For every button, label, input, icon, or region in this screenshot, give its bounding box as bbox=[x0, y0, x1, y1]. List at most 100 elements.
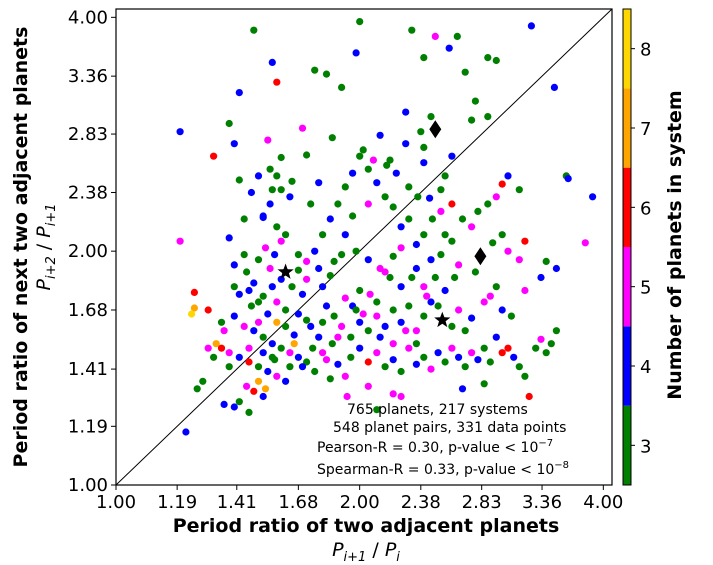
data-point bbox=[259, 292, 267, 300]
data-point bbox=[334, 200, 342, 208]
x-tick-label: 1.41 bbox=[217, 492, 257, 513]
data-point bbox=[250, 279, 258, 287]
data-point bbox=[451, 273, 459, 282]
data-point bbox=[581, 239, 589, 247]
x-tick-label: 2.00 bbox=[340, 492, 380, 513]
data-point bbox=[235, 398, 243, 406]
data-point bbox=[458, 215, 467, 223]
data-point bbox=[294, 310, 302, 318]
data-point bbox=[176, 128, 184, 136]
data-point bbox=[474, 356, 482, 364]
data-point bbox=[434, 349, 442, 357]
data-point bbox=[552, 264, 561, 273]
special-markers-layer bbox=[277, 120, 487, 328]
data-point bbox=[254, 318, 263, 326]
data-point bbox=[373, 406, 381, 414]
annotation-planets: 765 planets, 217 systems bbox=[347, 402, 528, 418]
data-point bbox=[277, 237, 285, 245]
data-point bbox=[364, 256, 372, 264]
star-marker bbox=[434, 311, 451, 328]
data-point bbox=[193, 385, 201, 393]
data-point bbox=[341, 372, 349, 380]
data-point bbox=[326, 375, 334, 383]
data-point bbox=[434, 302, 442, 310]
data-point bbox=[347, 333, 355, 341]
data-point bbox=[484, 200, 492, 208]
data-point bbox=[542, 349, 550, 357]
data-point bbox=[298, 363, 307, 371]
data-point bbox=[230, 261, 238, 269]
colorbar: 3 4 5 6 7 8 bbox=[622, 8, 651, 486]
data-point bbox=[282, 322, 290, 330]
data-point bbox=[412, 340, 420, 348]
data-point bbox=[341, 294, 349, 302]
data-point bbox=[235, 353, 243, 361]
data-point bbox=[427, 365, 435, 373]
data-point bbox=[176, 237, 184, 245]
data-point bbox=[468, 314, 476, 322]
annotation-spearman-text: Spearman-R = 0.33, p-value < 10 bbox=[317, 462, 554, 478]
data-point bbox=[288, 283, 296, 291]
data-point bbox=[373, 298, 381, 306]
data-point bbox=[309, 344, 317, 352]
data-point bbox=[397, 392, 405, 401]
data-point bbox=[397, 283, 405, 291]
data-point bbox=[319, 283, 327, 291]
data-point bbox=[273, 172, 281, 180]
data-point bbox=[210, 353, 218, 361]
data-point bbox=[386, 273, 394, 282]
data-point bbox=[527, 22, 536, 30]
data-point bbox=[268, 353, 276, 361]
data-point bbox=[412, 264, 420, 273]
data-point bbox=[356, 344, 364, 352]
data-point bbox=[521, 286, 529, 295]
data-point bbox=[294, 251, 302, 259]
data-point bbox=[414, 193, 422, 201]
data-point bbox=[420, 143, 428, 151]
data-point bbox=[427, 298, 435, 306]
data-point bbox=[277, 153, 285, 162]
data-point bbox=[389, 252, 397, 260]
data-point bbox=[461, 327, 469, 335]
data-point bbox=[326, 215, 334, 223]
x-tick-label: 2.83 bbox=[462, 492, 502, 513]
colorbar-tick-label: 8 bbox=[640, 40, 651, 61]
data-point bbox=[277, 344, 285, 352]
data-point bbox=[245, 344, 253, 352]
data-point bbox=[282, 231, 290, 239]
data-point bbox=[303, 151, 311, 159]
data-point bbox=[448, 152, 456, 160]
data-point bbox=[504, 172, 512, 180]
y-tick-label: 2.00 bbox=[68, 241, 108, 262]
data-point bbox=[437, 207, 445, 215]
data-point bbox=[259, 392, 267, 401]
data-point bbox=[334, 333, 342, 341]
data-point bbox=[431, 273, 439, 282]
data-point bbox=[428, 215, 436, 223]
x-math-base2: P bbox=[385, 539, 397, 561]
colorbar-segment bbox=[623, 167, 631, 247]
data-point bbox=[190, 288, 198, 296]
data-point bbox=[455, 353, 463, 361]
y-math-sub2: i+1 bbox=[44, 204, 59, 227]
data-point bbox=[266, 264, 274, 273]
data-point bbox=[303, 275, 311, 283]
data-point bbox=[364, 382, 372, 390]
data-point bbox=[402, 140, 410, 148]
colorbar-label: Number of planets in system bbox=[664, 90, 686, 399]
data-point bbox=[266, 200, 274, 208]
data-point bbox=[217, 318, 226, 326]
x-tick-label: 1.00 bbox=[96, 492, 136, 513]
data-point bbox=[480, 344, 488, 352]
colorbar-tick-label: 6 bbox=[640, 198, 651, 219]
data-point bbox=[455, 306, 463, 314]
diamond-marker bbox=[474, 247, 487, 266]
data-point bbox=[319, 231, 327, 239]
y-tick-label: 1.68 bbox=[68, 300, 108, 321]
y-math-base2: P bbox=[33, 226, 55, 238]
data-point bbox=[294, 353, 302, 361]
data-point bbox=[552, 327, 561, 335]
y-math-base1: P bbox=[33, 278, 55, 290]
data-point bbox=[589, 193, 597, 201]
data-point bbox=[259, 349, 267, 357]
